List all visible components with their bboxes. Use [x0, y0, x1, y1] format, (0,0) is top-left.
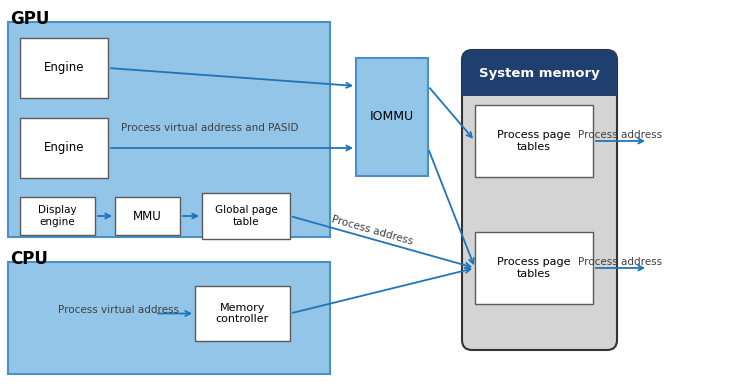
Bar	[356, 58, 428, 176]
Bar	[20, 197, 95, 235]
Text: IOMMU: IOMMU	[370, 111, 414, 123]
Text: Global page
table: Global page table	[214, 205, 277, 227]
Text: Process address: Process address	[330, 215, 415, 247]
Text: Process page
tables: Process page tables	[497, 257, 571, 279]
Bar	[8, 262, 330, 374]
Text: MMU: MMU	[133, 210, 162, 222]
Bar	[475, 232, 593, 304]
Bar	[115, 197, 180, 235]
Text: Display
engine: Display engine	[38, 205, 77, 227]
Bar	[195, 286, 290, 341]
Bar	[8, 22, 330, 237]
FancyBboxPatch shape	[462, 50, 617, 350]
Text: System memory: System memory	[479, 66, 600, 80]
Text: GPU: GPU	[10, 10, 49, 28]
Text: Engine: Engine	[44, 142, 84, 154]
Text: CPU: CPU	[10, 250, 48, 268]
Text: Process address: Process address	[578, 257, 663, 267]
Text: Process page
tables: Process page tables	[497, 130, 571, 152]
Bar	[20, 118, 108, 178]
Bar	[475, 105, 593, 177]
Text: Process virtual address and PASID: Process virtual address and PASID	[121, 123, 299, 133]
Text: Process address: Process address	[578, 130, 663, 140]
Text: Memory
controller: Memory controller	[216, 303, 269, 324]
Bar	[20, 38, 108, 98]
Text: Process virtual address: Process virtual address	[57, 305, 178, 315]
FancyBboxPatch shape	[462, 50, 617, 96]
Bar	[202, 193, 290, 239]
Bar	[462, 73, 617, 96]
Text: Engine: Engine	[44, 62, 84, 74]
